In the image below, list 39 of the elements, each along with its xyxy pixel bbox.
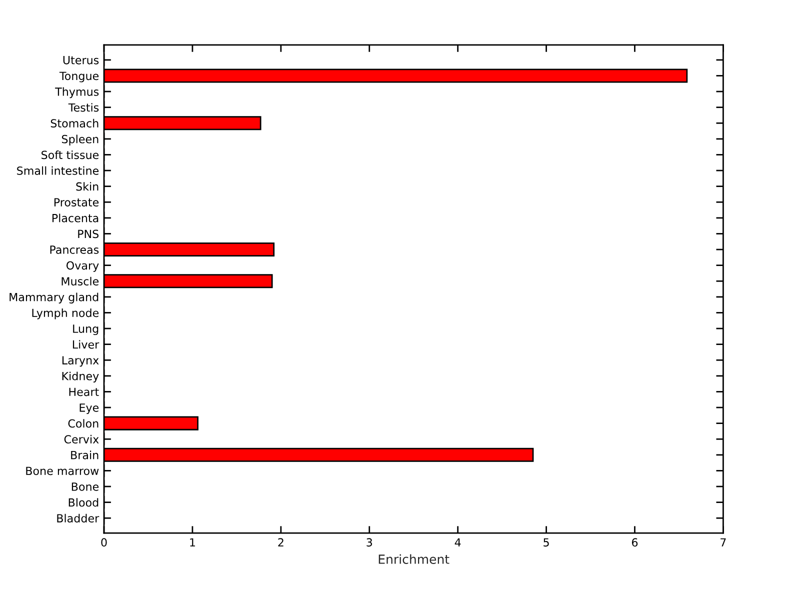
y-tick-label: Lung	[73, 324, 98, 336]
y-tick-label: Kidney	[62, 372, 99, 382]
y-tick-label: Eye	[80, 404, 99, 414]
y-tick-label: PNS	[78, 230, 99, 238]
y-tick-label: Liver	[72, 340, 100, 349]
x-tick-label: 6	[632, 538, 638, 547]
y-tick-label: Mammary gland	[10, 292, 98, 304]
y-tick-label: Stomach	[50, 118, 98, 128]
y-tick-label: Testis	[68, 103, 99, 112]
x-tick-label: 4	[454, 538, 461, 546]
y-tick-label: Colon	[68, 419, 98, 428]
y-tick-label: Cervix	[64, 434, 99, 444]
x-tick-label: 5	[544, 538, 549, 547]
x-tick-label: 0	[101, 538, 107, 547]
x-tick-label: 2	[278, 538, 284, 546]
y-tick-label: Heart	[69, 388, 99, 396]
y-tick-label: Brain	[71, 450, 98, 460]
y-tick-label: Thymus	[55, 87, 99, 98]
y-tick-label: Bone	[72, 482, 99, 491]
x-tick-label: 7	[720, 538, 726, 546]
y-tick-label: Pancreas	[50, 246, 99, 254]
y-tick-label: Soft tissue	[42, 150, 99, 160]
y-tick-label: Blood	[68, 498, 98, 507]
y-tick-label: Larynx	[62, 356, 99, 367]
y-tick-label: Bone marrow	[26, 466, 99, 476]
y-tick-label: Muscle	[62, 276, 99, 286]
y-tick-label: Uterus	[63, 56, 99, 64]
y-tick-label: Placenta	[52, 214, 98, 222]
x-tick-label: 1	[190, 538, 195, 546]
x-axis-title: Enrichment	[378, 554, 450, 564]
y-tick-label: Lymph node	[32, 308, 99, 320]
y-tick-label: Spleen	[62, 134, 98, 146]
x-tick-label: 3	[366, 538, 372, 547]
y-tick-label: Bladder	[57, 514, 100, 522]
y-tick-label: Tongue	[59, 72, 99, 82]
y-tick-label: Small intestine	[17, 166, 99, 175]
y-tick-label: Ovary	[66, 261, 99, 272]
y-tick-label: Skin	[76, 182, 98, 191]
y-tick-label: Prostate	[54, 198, 99, 207]
